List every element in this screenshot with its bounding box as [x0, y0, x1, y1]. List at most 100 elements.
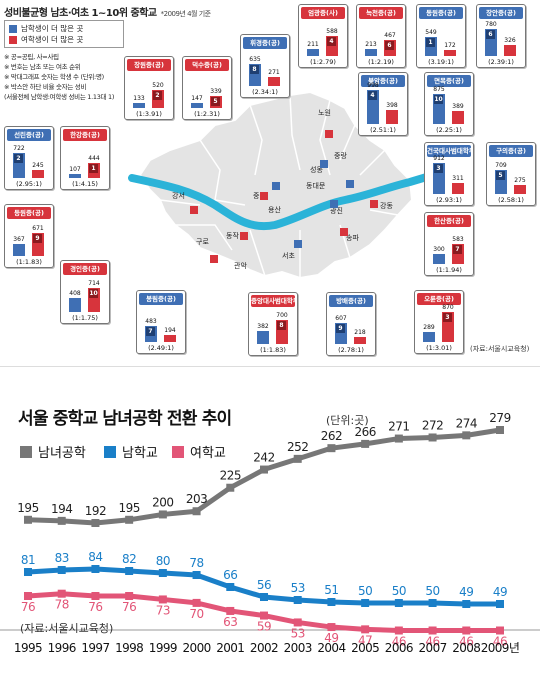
district-labels: 강서 구로 관악 동작 서초 송파 강동 광진 성동 중랑 동대문 노원 용산 …	[172, 108, 393, 270]
data-point	[260, 611, 268, 620]
data-point	[428, 433, 437, 442]
male-count: 289	[423, 324, 435, 332]
rank-badge: 3	[434, 164, 443, 173]
data-point	[192, 571, 201, 579]
data-point	[24, 515, 32, 524]
data-label: 78	[189, 556, 203, 570]
data-point	[394, 599, 403, 607]
sex-ratio: (1:3.91)	[136, 110, 162, 118]
male-bar	[307, 48, 319, 56]
school-card: 한산중(공) 300 583 (1:1.94) 7	[424, 212, 474, 276]
data-point	[125, 592, 134, 600]
legend-label-coed: 남녀공학	[38, 446, 86, 461]
female-count: 271	[268, 68, 280, 76]
x-tick-label: 2004	[317, 641, 345, 655]
sex-ratio: (1:1.75)	[72, 314, 98, 322]
district-dongdaemun: 동대문	[306, 182, 326, 190]
male-count: 607	[335, 315, 347, 323]
rank-badge: 1	[89, 163, 98, 173]
school-card: 한강중(공) 107 444 (1:4.15) 1	[60, 126, 110, 190]
male-bar	[257, 331, 269, 344]
school-card: 건국대사범대학부속중(공)912 311 (2.93:1) 3	[424, 142, 474, 206]
male-bar	[191, 103, 203, 108]
data-point	[91, 592, 100, 600]
sex-ratio: (1:3.01)	[426, 344, 452, 352]
rank-badge: 3	[443, 313, 452, 323]
male-count: 367	[13, 235, 25, 243]
district-seongdong: 성동	[310, 165, 323, 174]
district-seocho: 서초	[282, 251, 295, 260]
data-label: 274	[456, 416, 477, 430]
female-count: 245	[32, 161, 44, 169]
trend-chart: 서울 중학교 남녀공학 전환 추이 (단위:곳) 남녀공학 남학교 여학교 (자…	[0, 409, 540, 655]
female-bar	[452, 183, 464, 194]
school-card: 불암중(공) 998 398 (2.51:1) 4	[358, 72, 408, 136]
data-label: 76	[122, 600, 136, 614]
rank-badge: 5	[211, 97, 220, 107]
data-label: 73	[156, 603, 170, 617]
legend-male: 남학생이 더 많은 곳	[9, 23, 119, 34]
data-label: 203	[186, 492, 207, 506]
data-point	[293, 618, 302, 627]
male-count: 213	[365, 40, 377, 48]
data-label: 195	[17, 501, 38, 515]
female-count: 389	[452, 102, 464, 110]
data-label: 56	[257, 578, 271, 592]
data-label: 252	[287, 440, 308, 454]
data-point	[226, 583, 235, 591]
x-tick-label: 2006	[385, 641, 413, 655]
female-bar	[386, 110, 398, 124]
school-card: 장안중(공) 780 326 (2.39:1) 6	[476, 4, 526, 68]
male-count: 780	[485, 21, 497, 29]
sex-ratio: (1:1.83)	[260, 346, 286, 354]
school-card: 덕수중(공) 147 339 (1:2.31) 5	[182, 56, 232, 120]
data-point	[394, 434, 403, 443]
district-gwanak: 관악	[234, 261, 247, 270]
sex-ratio: (2.93:1)	[436, 196, 462, 204]
school-card: 휘경중(공) 635 271 (2.34:1) 8	[240, 34, 290, 98]
data-point	[361, 439, 370, 448]
female-bar	[452, 110, 464, 124]
data-label: 195	[118, 501, 139, 515]
rank-badge: 8	[277, 321, 286, 331]
male-count: 133	[133, 95, 145, 103]
sex-ratio: (2.34:1)	[252, 88, 278, 96]
rank-badge: 6	[385, 41, 394, 51]
female-bar	[444, 50, 456, 56]
rank-badge: 2	[14, 154, 23, 164]
district-songpa: 송파	[346, 233, 359, 242]
data-point	[496, 600, 504, 608]
data-label: 59	[257, 620, 271, 634]
map-title: 성비불균형 남초·여초 1~10위 중학교 *2009년 4월 기준	[4, 8, 211, 19]
data-label: 53	[291, 581, 305, 595]
female-count: 218	[354, 328, 366, 336]
data-point	[260, 465, 268, 474]
data-point	[91, 565, 100, 573]
school-card: 녹천중(공) 213 467 (1:2.19) 6	[356, 4, 406, 68]
x-tick-label: 2005	[351, 641, 379, 655]
data-point	[462, 626, 471, 635]
x-tick-label: 2000	[183, 641, 211, 655]
data-point	[91, 519, 100, 527]
school-name: 오륜중(공)	[417, 293, 461, 305]
legend-female: 여학생이 더 많은 곳	[9, 34, 119, 45]
school-name: 엄광중(사)	[301, 7, 345, 19]
male-count: 107	[69, 166, 81, 174]
male-bar	[69, 298, 81, 312]
sex-ratio: (1:2.79)	[310, 58, 336, 66]
map-rank-markers	[190, 130, 378, 263]
school-name: 동원중(공)	[419, 7, 463, 19]
note-5: (서울전체 남학생:여학생 성비는 1.13대 1)	[4, 93, 115, 101]
school-name: 한강중(공)	[63, 129, 107, 141]
sex-ratio: (2.39:1)	[488, 58, 514, 66]
sex-ratio: (3.19:1)	[428, 58, 454, 66]
female-count: 714	[88, 279, 100, 287]
district-dongjak: 동작	[226, 231, 239, 240]
map-date-note: *2009년 4월 기준	[160, 10, 211, 18]
note-2: ※ 번호는 남초 또는 여초 순위	[4, 63, 81, 71]
district-jung: 중	[253, 192, 260, 200]
x-tick-label: 1996	[48, 641, 76, 655]
data-point	[293, 596, 302, 604]
data-label: 46	[425, 635, 439, 649]
rank-badge: 9	[33, 234, 42, 244]
